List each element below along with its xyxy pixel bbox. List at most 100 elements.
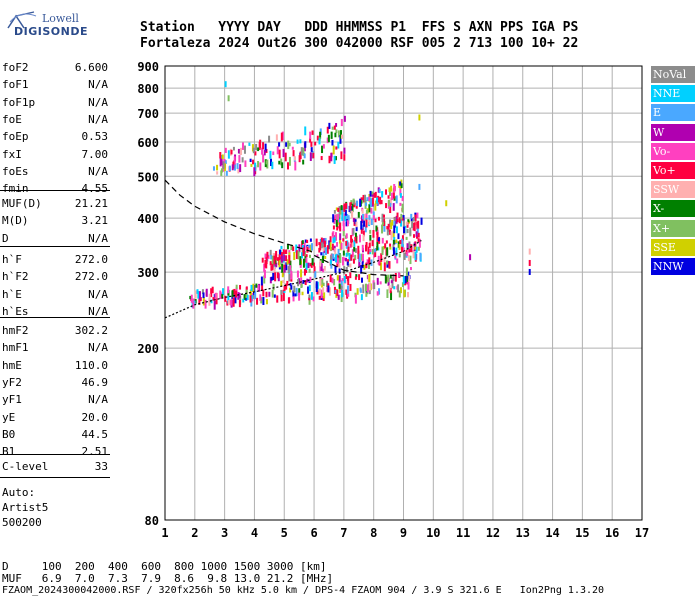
data-point bbox=[219, 152, 222, 159]
data-point bbox=[320, 237, 323, 246]
data-point bbox=[376, 197, 379, 204]
data-point bbox=[318, 295, 321, 300]
data-point bbox=[378, 288, 381, 295]
data-point bbox=[340, 130, 343, 139]
data-point bbox=[333, 155, 336, 164]
data-point bbox=[340, 280, 343, 289]
data-point bbox=[336, 275, 339, 281]
data-point bbox=[386, 226, 389, 230]
data-point bbox=[288, 255, 291, 264]
param-name: yE bbox=[2, 410, 16, 424]
legend-item-x-: X- bbox=[651, 200, 695, 218]
data-point bbox=[374, 203, 377, 211]
data-point bbox=[310, 147, 313, 152]
data-point bbox=[246, 294, 249, 301]
legend-item-vo-: Vo+ bbox=[651, 162, 695, 179]
data-point bbox=[417, 246, 420, 251]
data-point bbox=[239, 164, 242, 173]
data-point bbox=[415, 231, 418, 237]
data-point bbox=[365, 202, 368, 206]
data-point bbox=[340, 205, 343, 211]
data-point bbox=[205, 288, 208, 297]
data-point bbox=[310, 141, 313, 147]
data-point bbox=[376, 232, 379, 239]
data-point-outlier bbox=[343, 115, 346, 122]
data-point bbox=[335, 207, 338, 211]
data-point bbox=[329, 255, 332, 264]
data-point bbox=[292, 246, 295, 252]
data-point bbox=[220, 168, 223, 173]
data-point bbox=[232, 294, 235, 300]
data-point bbox=[271, 161, 274, 170]
data-point bbox=[370, 259, 373, 266]
data-point bbox=[338, 218, 341, 223]
data-point bbox=[335, 122, 338, 127]
x-tick-label: 10 bbox=[426, 526, 440, 540]
data-point bbox=[275, 250, 278, 256]
data-point bbox=[261, 147, 264, 155]
data-point bbox=[237, 167, 240, 174]
data-point bbox=[416, 227, 419, 235]
data-point bbox=[383, 262, 386, 272]
data-point bbox=[292, 296, 295, 302]
data-point bbox=[399, 181, 402, 186]
data-point bbox=[276, 146, 279, 155]
data-point bbox=[384, 243, 387, 249]
param-value: N/A bbox=[88, 341, 108, 355]
data-point bbox=[315, 283, 318, 292]
data-point bbox=[360, 215, 363, 224]
data-point bbox=[345, 241, 348, 246]
data-point bbox=[341, 134, 344, 139]
data-point bbox=[387, 274, 390, 283]
data-point bbox=[295, 244, 298, 253]
data-point bbox=[245, 297, 248, 301]
data-point bbox=[389, 189, 392, 196]
data-point bbox=[389, 204, 392, 214]
data-point bbox=[355, 226, 358, 232]
data-point bbox=[270, 158, 273, 167]
data-point bbox=[290, 244, 293, 251]
data-point bbox=[361, 200, 364, 204]
data-point bbox=[330, 153, 333, 162]
data-point bbox=[395, 239, 398, 244]
data-point bbox=[376, 245, 379, 251]
data-point bbox=[263, 275, 266, 284]
data-point bbox=[385, 240, 388, 244]
param-value: 6.600 bbox=[74, 61, 108, 74]
data-point bbox=[300, 269, 303, 278]
true-height-profile bbox=[164, 239, 422, 319]
data-point bbox=[250, 284, 253, 292]
data-point bbox=[395, 195, 398, 204]
y-tick-label: 400 bbox=[137, 212, 159, 226]
data-point bbox=[298, 292, 301, 301]
data-point bbox=[382, 214, 385, 218]
data-point bbox=[311, 130, 314, 135]
data-point bbox=[274, 256, 277, 261]
data-point bbox=[346, 220, 349, 227]
data-point bbox=[398, 290, 401, 298]
data-point bbox=[420, 217, 423, 225]
data-point bbox=[322, 247, 325, 252]
data-point bbox=[291, 146, 294, 150]
data-point bbox=[343, 275, 346, 283]
data-point bbox=[343, 154, 346, 161]
param-b0: B0 44.5 bbox=[2, 428, 108, 443]
data-point bbox=[366, 284, 369, 293]
data-point bbox=[302, 258, 305, 268]
auto-artist: Artist5 bbox=[2, 501, 49, 514]
data-point bbox=[386, 289, 389, 298]
data-point bbox=[407, 282, 410, 290]
data-point bbox=[194, 299, 197, 304]
data-point bbox=[407, 255, 410, 262]
data-point bbox=[250, 298, 253, 307]
data-point bbox=[231, 290, 234, 298]
data-point bbox=[342, 257, 345, 266]
data-point bbox=[368, 242, 371, 248]
data-point bbox=[297, 251, 300, 260]
data-point bbox=[315, 238, 318, 247]
data-point bbox=[390, 185, 393, 192]
data-point bbox=[415, 235, 418, 239]
data-point bbox=[192, 298, 195, 304]
data-point bbox=[393, 236, 396, 241]
param-name: foEs bbox=[2, 164, 29, 178]
